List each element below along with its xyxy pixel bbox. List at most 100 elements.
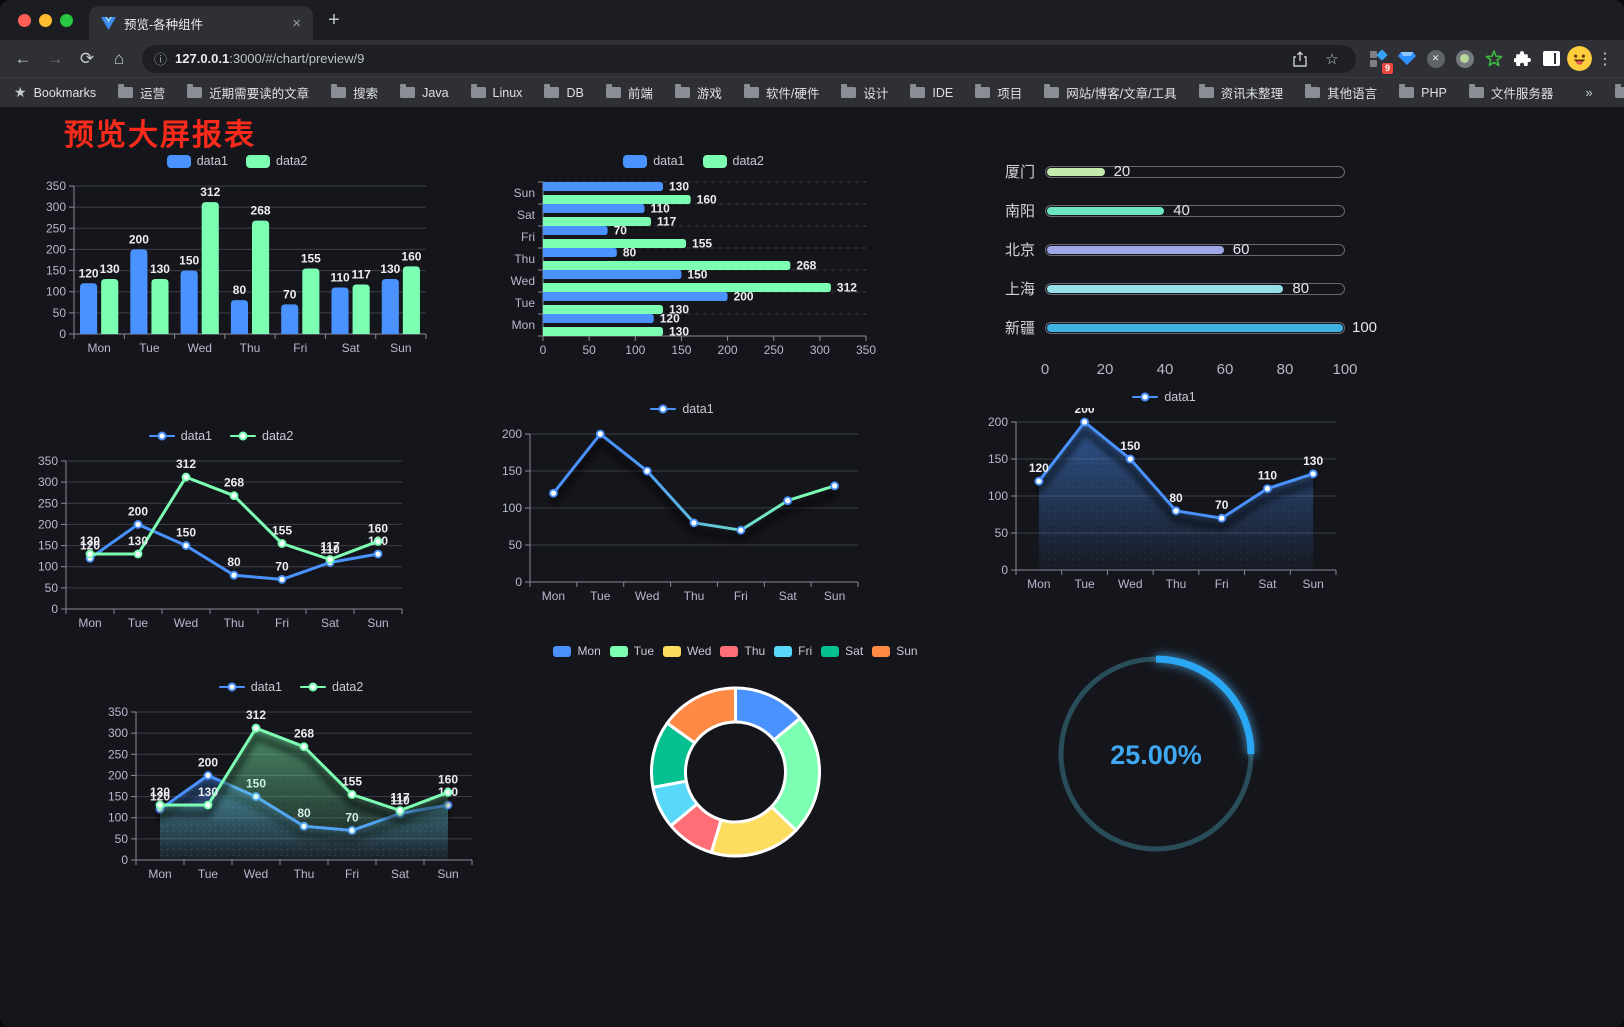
city-progress-chart[interactable]: 厦门 20 南阳 40 北京 60 上海 80 新疆 100 0 20 40 60 80 100 — [993, 152, 1377, 384]
bookmark-folder[interactable]: IDE — [910, 84, 953, 100]
tab-close-icon[interactable]: × — [292, 14, 301, 32]
legend-marker — [821, 645, 840, 657]
svg-text:Mon: Mon — [542, 589, 565, 603]
share-icon[interactable] — [1288, 47, 1312, 71]
bookmark-folder[interactable]: 设计 — [841, 83, 888, 102]
bookmark-folder[interactable]: PHP — [1399, 84, 1447, 100]
grouped-bar-chart[interactable]: data1 data2 0 50 100 150 200 250 300 350 Mon Tue Wed… — [38, 150, 436, 362]
profile-avatar[interactable] — [1567, 46, 1592, 71]
legend-item-data1[interactable]: data1 — [148, 429, 212, 443]
bookmark-folder[interactable]: 软件/硬件 — [743, 83, 819, 102]
legend-marker — [166, 154, 191, 168]
progress-row[interactable]: 厦门 20 — [993, 152, 1345, 191]
legend-item-Wed[interactable]: Wed — [663, 644, 711, 658]
bookmark-folder[interactable]: 项目 — [975, 83, 1022, 102]
browser-menu-icon[interactable]: ⋮ — [1597, 50, 1613, 68]
bookmark-folder[interactable]: 游戏 — [674, 83, 722, 102]
svg-text:100: 100 — [625, 343, 645, 357]
side-panel-icon[interactable] — [1538, 45, 1565, 72]
bookmark-folder[interactable]: DB — [544, 84, 584, 100]
legend-item-data1[interactable]: data1 — [218, 680, 282, 694]
minimize-window-button[interactable] — [39, 13, 52, 27]
address-bar[interactable]: ⓘ 127.0.0.1:3000/#/chart/preview/9 ☆ — [142, 44, 1356, 73]
extension-circle-cross-icon[interactable]: ✕ — [1422, 45, 1449, 72]
legend-item-data1[interactable]: data1 — [650, 402, 714, 416]
legend-item-data2[interactable]: data2 — [246, 154, 307, 168]
bar-data2 — [151, 279, 169, 334]
extension-gem-icon[interactable] — [1393, 45, 1420, 72]
home-icon[interactable]: ⌂ — [113, 48, 125, 68]
gradient-line-chart[interactable]: data1 0 50 100 150 200 Mon Tue Wed Thu Fri Sat Sun — [496, 398, 868, 610]
bookmark-folder-list: 运营 近期需要读的文章 搜索 Java Linux DB 前端 游戏 软件/硬件 设计 IDE 项目 网… — [118, 83, 1575, 102]
progress-fill — [1047, 323, 1343, 332]
svg-text:268: 268 — [796, 259, 816, 273]
bookmarks-manager[interactable]: ★ Bookmarks — [14, 84, 96, 101]
browser-tab[interactable]: 预览-各种组件 × — [89, 6, 313, 40]
legend-item-data2[interactable]: data2 — [230, 429, 293, 443]
back-icon[interactable]: ← — [14, 48, 32, 68]
bookmark-folder[interactable]: 前端 — [605, 83, 653, 102]
bookmark-folder[interactable]: 搜索 — [331, 83, 378, 102]
svg-text:100: 100 — [108, 811, 128, 825]
svg-text:200: 200 — [198, 755, 218, 769]
progress-row[interactable]: 南阳 40 — [993, 191, 1345, 230]
svg-text:250: 250 — [38, 496, 58, 510]
window-controls — [0, 13, 89, 27]
progress-row[interactable]: 上海 80 — [993, 269, 1345, 308]
progress-row[interactable]: 北京 60 — [993, 230, 1345, 269]
bookmark-folder[interactable]: 运营 — [118, 83, 165, 102]
area-line-chart[interactable]: data1 0 50 100 150 200 Mon Tue Wed Thu Fri Sat Sun 12… — [982, 386, 1346, 598]
svg-text:200: 200 — [502, 427, 522, 441]
extension-record-icon[interactable] — [1451, 45, 1478, 72]
bookmark-folder[interactable]: 文件服务器 — [1468, 83, 1553, 102]
forward-icon[interactable]: → — [46, 48, 64, 68]
legend-item-data1[interactable]: data1 — [623, 154, 685, 168]
bookmark-folder[interactable]: 网站/博客/文章/工具 — [1044, 83, 1177, 102]
multi-line-chart[interactable]: data1 data2 0 50 100 150 200 250 300 350 Mon Tue Wed… — [30, 425, 412, 637]
new-tab-button[interactable]: + — [328, 8, 340, 31]
extensions-puzzle-icon[interactable] — [1509, 45, 1536, 72]
svg-text:117: 117 — [657, 215, 677, 229]
bookmark-folder[interactable]: Linux — [470, 84, 522, 100]
close-window-button[interactable] — [18, 13, 31, 27]
multi-area-chart[interactable]: data1 data2 0 50 100 150 200 250 300 350 Mon Tue Wed… — [100, 676, 482, 888]
legend-item-data1[interactable]: data1 — [1132, 390, 1196, 404]
bookmark-folder[interactable]: 资讯未整理 — [1198, 83, 1283, 102]
tab-strip: 预览-各种组件 × + — [0, 0, 1624, 40]
other-bookmarks-folder[interactable]: 其他书签 — [1614, 83, 1624, 102]
extension-green-star-icon[interactable] — [1480, 45, 1507, 72]
legend-label: Thu — [744, 644, 766, 658]
svg-text:130: 130 — [380, 262, 400, 276]
svg-text:300: 300 — [38, 475, 58, 489]
svg-text:120: 120 — [79, 266, 99, 280]
legend-item-data1[interactable]: data1 — [166, 154, 228, 168]
legend-item-data2[interactable]: data2 — [702, 154, 764, 168]
legend-item-Mon[interactable]: Mon — [553, 644, 601, 658]
legend-item-Tue[interactable]: Tue — [609, 644, 654, 658]
bookmark-folder[interactable]: Java — [400, 84, 449, 100]
legend-item-Sat[interactable]: Sat — [821, 644, 863, 658]
bookmark-star-icon[interactable]: ☆ — [1325, 50, 1339, 68]
svg-text:0: 0 — [515, 575, 522, 589]
svg-text:120: 120 — [80, 538, 100, 552]
weekday-donut-chart[interactable]: Mon Tue Wed Thu Fri Sat Sun — [553, 640, 918, 866]
bookmark-folder[interactable]: 其他语言 — [1305, 83, 1377, 102]
legend-item-Sun[interactable]: Sun — [872, 644, 918, 658]
tab-title: 预览-各种组件 — [124, 17, 204, 32]
svg-text:Thu: Thu — [514, 252, 535, 266]
extension-grid-icon[interactable]: 9 — [1364, 45, 1393, 74]
reload-icon[interactable]: ⟳ — [79, 48, 95, 68]
bookmark-folder[interactable]: 近期需要读的文章 — [187, 83, 309, 102]
folder-icon — [1399, 84, 1415, 98]
horizontal-bar-chart[interactable]: data1 data2 Mon Tue Wed Thu Fri Sat Sun 0 50 100 150… — [497, 150, 890, 364]
progress-row[interactable]: 新疆 100 — [993, 308, 1377, 347]
legend-item-Thu[interactable]: Thu — [720, 644, 765, 658]
legend-item-data2[interactable]: data2 — [300, 680, 363, 694]
legend-item-Fri[interactable]: Fri — [774, 644, 812, 658]
svg-text:200: 200 — [38, 517, 58, 531]
bookmarks-overflow-icon[interactable]: » — [1585, 85, 1593, 100]
percent-gauge[interactable]: 25.00% — [1036, 638, 1276, 873]
site-info-icon[interactable]: ⓘ — [154, 52, 168, 67]
maximize-window-button[interactable] — [60, 13, 73, 27]
legend-label: Fri — [798, 644, 813, 658]
